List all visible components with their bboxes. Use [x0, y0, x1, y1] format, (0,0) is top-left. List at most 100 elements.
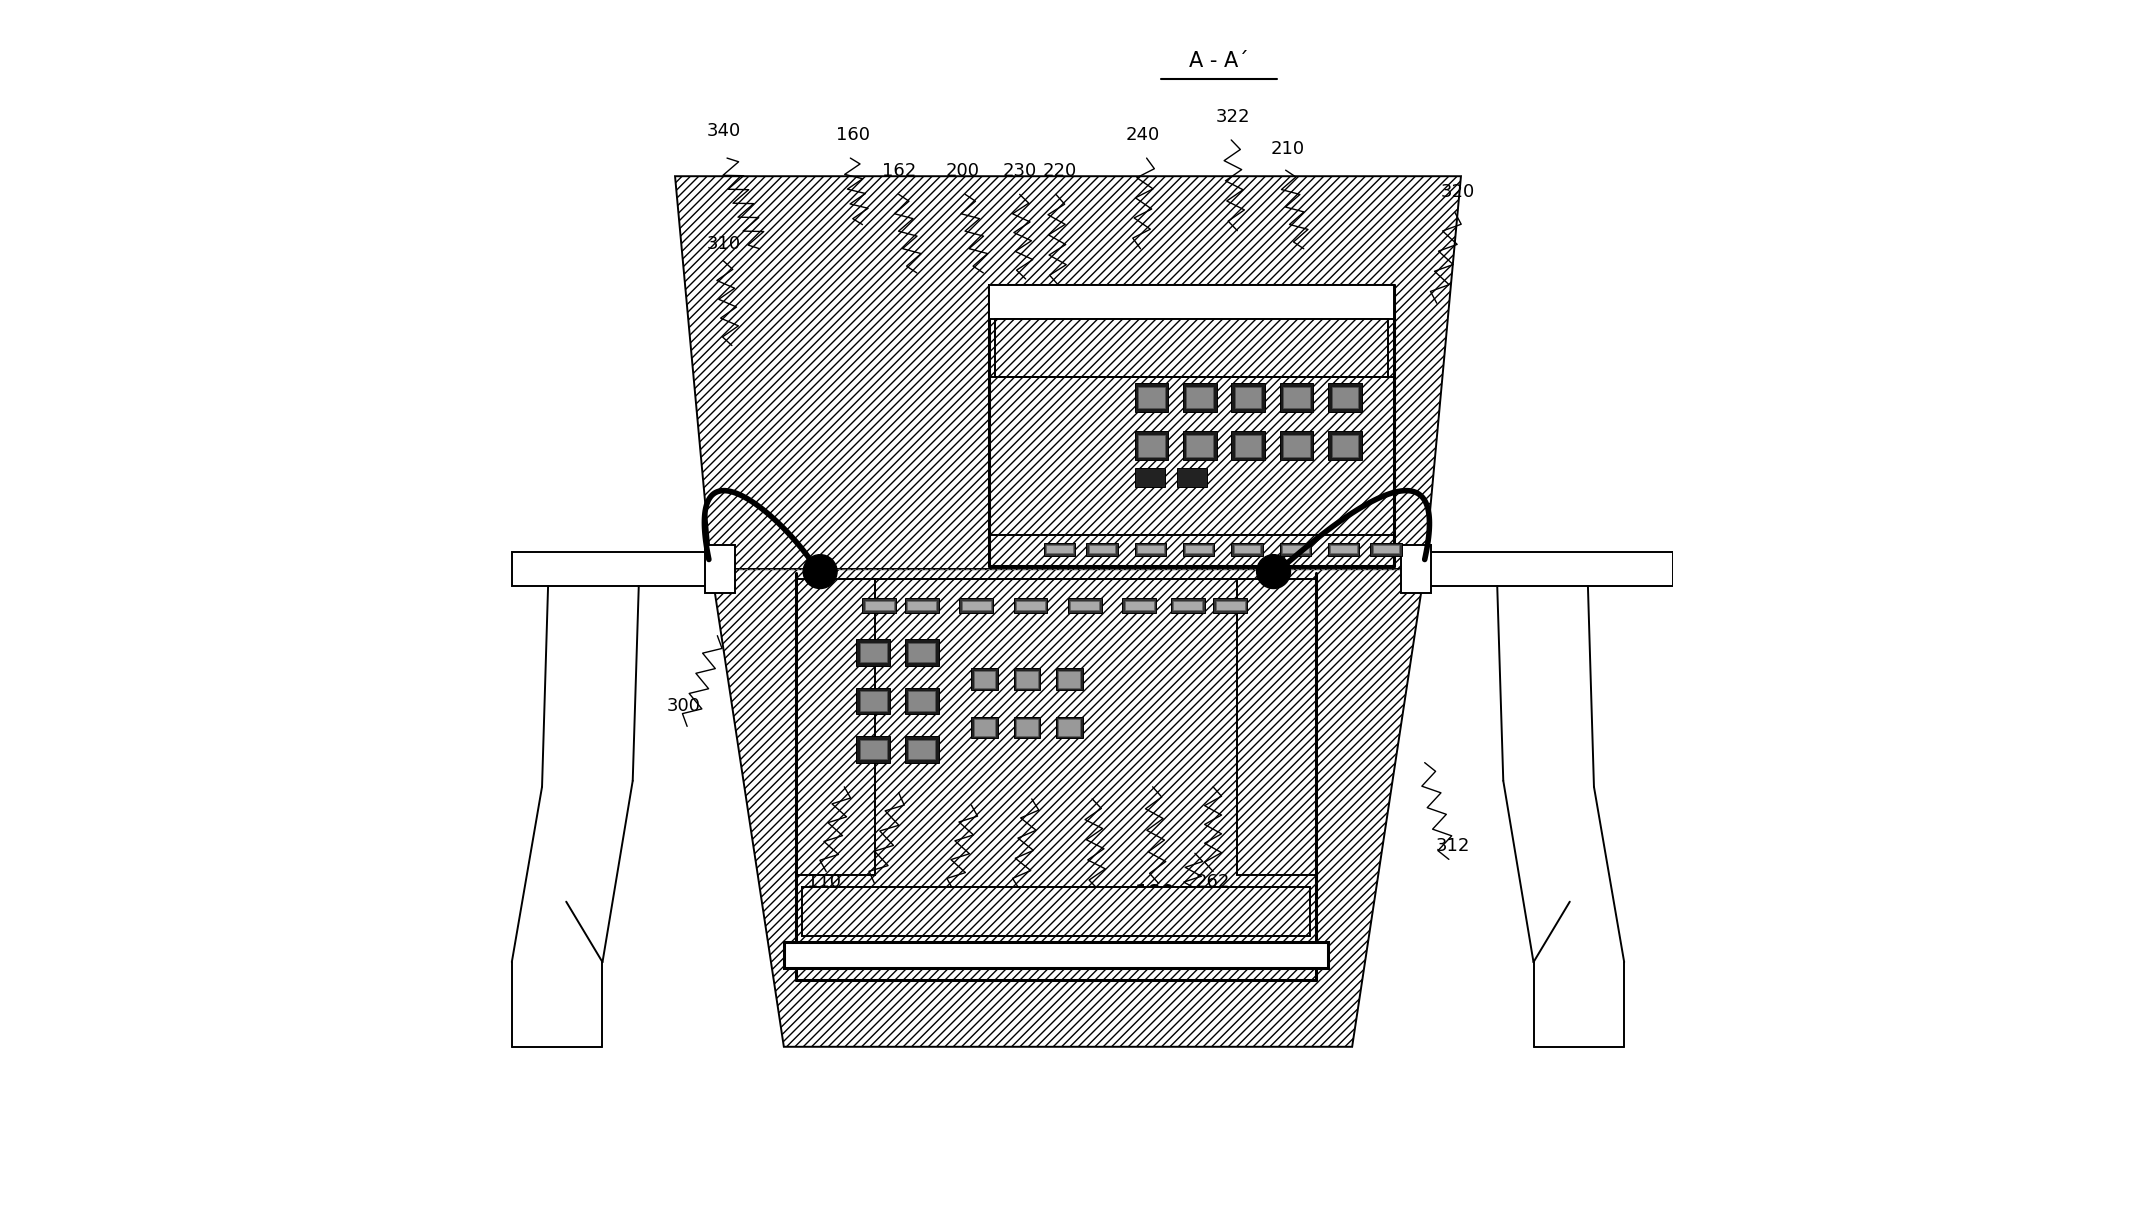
Bar [1425, 553, 1672, 586]
Bar [906, 736, 938, 763]
Bar [1329, 543, 1358, 556]
Bar [908, 643, 936, 663]
Text: 230: 230 [1002, 163, 1036, 180]
Bar [1235, 545, 1260, 554]
Bar [801, 887, 1309, 936]
Bar [1329, 383, 1363, 412]
Bar [1177, 467, 1207, 487]
Bar [972, 668, 998, 690]
Circle shape [803, 555, 837, 588]
Text: 310: 310 [707, 235, 741, 253]
Bar [989, 285, 1395, 319]
Bar [1138, 435, 1164, 456]
Bar [1134, 383, 1168, 412]
Bar [906, 687, 938, 714]
Text: 200: 200 [946, 163, 980, 180]
Bar [995, 319, 1388, 377]
Polygon shape [675, 176, 1461, 569]
Text: 110: 110 [807, 873, 842, 892]
Text: 340: 340 [707, 122, 741, 141]
Bar [1331, 545, 1356, 554]
Bar [1057, 719, 1081, 736]
Text: 100: 100 [1134, 883, 1175, 903]
Bar [961, 600, 991, 610]
Bar [1085, 543, 1117, 556]
Bar [1235, 435, 1262, 456]
Bar [1055, 717, 1083, 739]
Bar [1057, 670, 1081, 687]
Text: 320: 320 [1440, 182, 1474, 201]
Bar [1401, 545, 1431, 593]
Bar [1134, 432, 1168, 460]
Bar [1134, 543, 1166, 556]
Text: 260: 260 [1173, 922, 1207, 939]
Bar [974, 670, 995, 687]
Bar [1055, 668, 1083, 690]
Bar [972, 717, 998, 739]
Bar [1230, 432, 1265, 460]
Bar [1121, 598, 1156, 613]
Text: 300: 300 [666, 697, 701, 714]
Bar [974, 719, 995, 736]
Bar [861, 643, 886, 663]
Bar [1045, 543, 1074, 556]
Bar [1331, 435, 1358, 456]
Bar [1134, 467, 1164, 487]
Text: 130: 130 [1079, 890, 1113, 909]
Bar [959, 598, 993, 613]
Bar [1373, 545, 1399, 554]
Bar [1230, 543, 1262, 556]
Bar [1171, 598, 1205, 613]
Bar [863, 598, 897, 613]
Bar [1282, 545, 1309, 554]
Bar [1017, 600, 1045, 610]
Bar [1213, 598, 1247, 613]
Bar [1089, 545, 1115, 554]
Bar [784, 942, 1329, 969]
Bar [1173, 600, 1203, 610]
Bar [1015, 668, 1040, 690]
Bar [1070, 600, 1100, 610]
Bar [1068, 598, 1102, 613]
Bar [1138, 386, 1164, 408]
Bar [1371, 543, 1401, 556]
Bar [857, 736, 891, 763]
Bar [1183, 383, 1218, 412]
Bar [1015, 717, 1040, 739]
Bar [1331, 386, 1358, 408]
Text: 160: 160 [835, 126, 869, 144]
Text: 262: 262 [1196, 873, 1230, 892]
Bar [1235, 386, 1262, 408]
Bar [1284, 435, 1309, 456]
Circle shape [1256, 555, 1290, 588]
Bar [861, 691, 886, 711]
Bar [857, 640, 891, 665]
Bar [1284, 386, 1309, 408]
Bar [861, 740, 886, 759]
Bar [1279, 543, 1312, 556]
Bar [1215, 600, 1245, 610]
Bar [908, 600, 936, 610]
Text: 312: 312 [1435, 837, 1470, 855]
Bar [1230, 383, 1265, 412]
Bar [1329, 432, 1363, 460]
Bar [1017, 670, 1038, 687]
Bar [857, 687, 891, 714]
Bar [1185, 545, 1211, 554]
Bar [1047, 545, 1072, 554]
Bar [1279, 432, 1314, 460]
Bar [705, 545, 735, 593]
Bar [1017, 719, 1038, 736]
Bar [513, 553, 711, 586]
Bar [1183, 543, 1213, 556]
Text: 140: 140 [933, 890, 968, 909]
Bar [908, 740, 936, 759]
Text: 240: 240 [1126, 126, 1160, 144]
Text: 162: 162 [882, 163, 916, 180]
Bar [908, 691, 936, 711]
Bar [1183, 432, 1218, 460]
Text: 322: 322 [1215, 108, 1250, 126]
Bar [1136, 545, 1164, 554]
Text: 220: 220 [1042, 163, 1077, 180]
Bar [906, 640, 938, 665]
